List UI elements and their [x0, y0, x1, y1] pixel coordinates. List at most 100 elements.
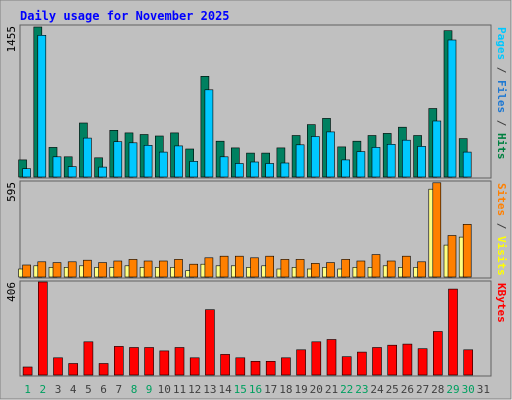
bar-kbytes-day-25 — [387, 344, 398, 376]
side-legend-item: Pages — [495, 27, 508, 60]
day-label: 22 — [340, 383, 353, 396]
bar-kbytes-day-5 — [83, 341, 94, 376]
bar-sites-day-12 — [189, 263, 198, 278]
bar-files-day-18 — [280, 162, 290, 178]
bar-kbytes-day-10 — [159, 350, 170, 376]
bar-files-day-22 — [341, 159, 351, 178]
bar-sites-day-16 — [250, 257, 259, 278]
bar-files-day-12 — [189, 161, 198, 178]
bar-files-day-21 — [326, 131, 335, 178]
bar-sites-day-1 — [22, 264, 31, 278]
bar-kbytes-day-13 — [205, 309, 215, 376]
bar-sites-day-10 — [159, 260, 168, 278]
day-axis-labels: 1 2 3 4 5 6 7 8 9 10 11 12 13 14 15 16 17 18 19 20 21 22 23 24 2… — [24, 383, 490, 396]
bar-sites-day-7 — [113, 260, 123, 278]
day-label: 5 — [85, 383, 92, 396]
bar-kbytes-day-21 — [326, 339, 337, 376]
day-label: 8 — [131, 383, 138, 396]
panel-visits-sites: 595 Sites / Visits — [5, 180, 508, 279]
bar-kbytes-day-6 — [98, 363, 109, 376]
bar-files-day-29 — [447, 39, 457, 178]
bar-sites-day-6 — [98, 262, 107, 278]
day-label: 26 — [401, 383, 414, 396]
bar-kbytes-day-4 — [68, 363, 78, 376]
side-legend-kbytes: KBytes — [495, 283, 508, 323]
bar-files-day-16 — [250, 161, 259, 178]
bar-files-day-13 — [204, 89, 214, 178]
bar-kbytes-day-14 — [220, 354, 230, 376]
bar-kbytes-day-2 — [37, 281, 48, 376]
side-legend-item: KBytes — [495, 283, 508, 323]
max-label-visits-sites: 595 — [5, 182, 18, 202]
bar-kbytes-day-24 — [372, 347, 382, 376]
day-label: 25 — [386, 383, 399, 396]
bar-files-day-30 — [462, 151, 472, 178]
bar-sites-day-19 — [295, 259, 305, 278]
bar-kbytes-day-22 — [341, 356, 352, 376]
bar-sites-day-27 — [417, 261, 426, 278]
day-label: 14 — [218, 383, 232, 396]
day-label: 24 — [370, 383, 384, 396]
day-label: 16 — [249, 383, 262, 396]
day-label: 28 — [431, 383, 444, 396]
bar-files-day-11 — [174, 145, 183, 178]
side-legend-item: / — [495, 216, 508, 236]
bar-files-day-26 — [402, 139, 411, 178]
bar-kbytes-day-26 — [402, 343, 413, 376]
bar-kbytes-day-7 — [114, 346, 124, 376]
day-label: 29 — [446, 383, 459, 396]
bar-sites-day-5 — [83, 259, 92, 278]
bar-sites-day-26 — [402, 255, 411, 278]
bar-kbytes-day-15 — [235, 357, 246, 376]
bar-sites-day-14 — [219, 255, 229, 278]
panel-kbytes: 406 KBytes — [5, 280, 508, 377]
day-label: 31 — [477, 383, 490, 396]
bar-kbytes-day-9 — [144, 347, 154, 376]
side-legend-item: Visits — [495, 236, 508, 276]
bar-kbytes-day-12 — [189, 357, 200, 376]
day-label: 13 — [203, 383, 216, 396]
day-label: 2 — [39, 383, 46, 396]
bar-kbytes-day-17 — [265, 360, 276, 376]
day-label: 11 — [173, 383, 186, 396]
bar-files-day-24 — [371, 147, 381, 178]
side-legend-hits-files-pages: Pages / Files / Hits — [495, 27, 508, 160]
day-label: 30 — [462, 383, 475, 396]
bar-sites-day-9 — [143, 260, 153, 278]
bar-sites-day-11 — [174, 259, 183, 278]
bar-files-day-4 — [67, 166, 77, 178]
bar-files-day-5 — [83, 137, 92, 178]
bar-kbytes-day-19 — [296, 349, 306, 376]
bar-sites-day-21 — [326, 262, 335, 278]
bar-kbytes-day-8 — [129, 347, 139, 376]
max-label-kbytes: 406 — [5, 282, 18, 302]
bar-files-day-19 — [295, 144, 305, 178]
day-label: 23 — [355, 383, 368, 396]
bar-sites-day-2 — [37, 261, 47, 278]
bar-sites-day-3 — [52, 262, 62, 278]
bar-kbytes-day-23 — [357, 351, 367, 376]
bar-sites-day-30 — [462, 224, 472, 278]
day-label: 3 — [55, 383, 62, 396]
bar-files-day-1 — [22, 168, 31, 178]
bar-kbytes-day-1 — [22, 366, 33, 376]
day-label: 6 — [100, 383, 107, 396]
bar-kbytes-day-11 — [174, 347, 185, 376]
day-label: 20 — [310, 383, 323, 396]
bar-sites-day-15 — [235, 255, 244, 278]
bar-sites-day-20 — [310, 263, 320, 278]
bar-kbytes-day-16 — [250, 360, 261, 376]
bar-kbytes-day-3 — [53, 357, 63, 376]
bar-files-day-15 — [235, 163, 244, 178]
bar-sites-day-28 — [432, 182, 442, 278]
side-legend-item: / — [495, 60, 508, 80]
bar-files-day-9 — [143, 145, 153, 178]
day-label: 7 — [115, 383, 122, 396]
side-legend-item: Sites — [495, 183, 508, 216]
bar-files-day-28 — [432, 120, 442, 178]
plot-area-hits-files-pages — [19, 24, 492, 179]
bar-kbytes-day-30 — [463, 349, 474, 376]
bar-files-day-25 — [386, 144, 396, 178]
bar-kbytes-day-18 — [281, 357, 291, 376]
